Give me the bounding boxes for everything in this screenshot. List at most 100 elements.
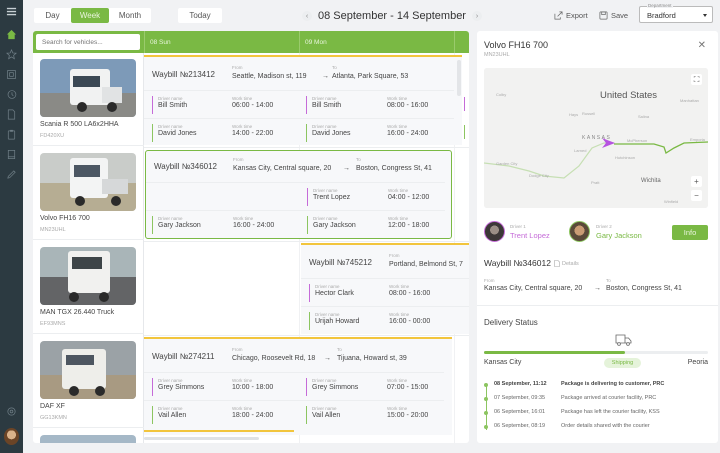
vehicle-item[interactable]: Volvo FH16 700 MN23UHL xyxy=(33,147,144,240)
timeline-event: 08 September, 11:12 Package is delivering… xyxy=(484,381,664,393)
next-week-button[interactable]: › xyxy=(471,11,482,21)
view-day-button[interactable]: Day xyxy=(45,11,60,20)
route-map[interactable]: United States KANSAS Colby Hays Russell … xyxy=(484,68,708,208)
waybill-card[interactable]: Waybill №745212 From Portland, Belmond S… xyxy=(301,243,469,334)
work-time: Work time 12:00 - 18:00 xyxy=(388,216,430,229)
map-country-label: United States xyxy=(600,90,657,101)
details-plate: MN23UHL xyxy=(484,52,510,58)
details-waybill-title: Waybill №346012 xyxy=(484,258,551,268)
book-icon[interactable] xyxy=(5,148,18,161)
timeline-event: 07 September, 09:35 Package arrived at co… xyxy=(484,395,656,407)
zoom-in-button[interactable]: + xyxy=(691,176,702,187)
driver-2-label: Driver 2 xyxy=(596,224,612,229)
waybill-card[interactable]: Waybill №213412 From Seattle, Madison st… xyxy=(144,55,462,145)
fullscreen-icon[interactable]: ⛶ xyxy=(691,74,702,85)
schedule-header: 08 Sun 09 Mon xyxy=(33,31,469,53)
vehicle-item[interactable] xyxy=(33,429,144,443)
to-value: Atlanta, Park Square, 53 xyxy=(332,73,409,80)
driver-1-slot: Driver name Grey Simmons xyxy=(306,378,358,396)
divider xyxy=(144,372,444,373)
driver-2-slot: Driver name Vail Allen xyxy=(306,406,340,424)
view-week-button[interactable]: Week xyxy=(71,8,109,23)
delivery-status-title: Delivery Status xyxy=(484,318,538,327)
settings-icon[interactable] xyxy=(5,405,18,418)
today-button[interactable]: Today xyxy=(178,8,222,23)
vehicle-plate: FD420XU xyxy=(40,133,65,139)
zoom-out-button[interactable]: − xyxy=(691,190,702,201)
department-select[interactable]: Department Bradford xyxy=(639,3,713,23)
driver-1-slot: Driver name Grey Simmons xyxy=(152,378,204,396)
toolbar: Day Week Month Today ‹ 08 September - 14… xyxy=(23,0,720,32)
prev-week-button[interactable]: ‹ xyxy=(302,11,312,21)
vehicle-plate: GG13KMN xyxy=(40,415,67,421)
home-icon[interactable] xyxy=(5,28,18,41)
details-link[interactable]: Details xyxy=(554,260,579,267)
driver-1-name[interactable]: Trent Lopez xyxy=(510,231,550,240)
star-icon[interactable] xyxy=(5,48,18,61)
svg-text:Winfield: Winfield xyxy=(664,199,678,204)
close-icon[interactable]: ✕ xyxy=(697,40,706,51)
timeline-grid: Waybill №213412 From Seattle, Madison st… xyxy=(144,53,469,443)
divider xyxy=(301,278,469,279)
chevron-down-icon xyxy=(703,14,707,17)
driver-2-slot: Driver name David Jones xyxy=(152,124,197,142)
day-header-next xyxy=(454,31,469,53)
progress-fill xyxy=(484,351,626,354)
day-header-sun: 08 Sun xyxy=(144,31,299,53)
user-avatar[interactable] xyxy=(4,428,19,445)
view-month-button[interactable]: Month xyxy=(118,11,142,20)
date-range-nav: ‹ 08 September - 14 September › xyxy=(302,7,482,25)
vehicle-photo xyxy=(40,247,136,305)
vehicle-name: MAN TGX 26.440 Truck xyxy=(40,309,115,316)
arrow-right-icon: → xyxy=(324,355,331,362)
column-divider xyxy=(299,53,300,443)
info-button[interactable]: Info xyxy=(672,225,708,240)
menu-icon[interactable] xyxy=(5,5,18,18)
divider xyxy=(477,305,718,306)
row-divider xyxy=(144,147,469,148)
work-time: Work time 04:00 - 12:00 xyxy=(388,188,430,201)
to-label: To xyxy=(337,347,342,352)
vehicle-item[interactable]: DAF XF GG13KMN xyxy=(33,335,144,428)
waybill-card-selected[interactable]: Waybill №346012 From Kansas City, Centra… xyxy=(145,150,452,239)
document-icon[interactable] xyxy=(5,108,18,121)
export-label: Export xyxy=(566,11,588,20)
pencil-icon[interactable] xyxy=(5,168,18,181)
truck-icon xyxy=(615,334,632,346)
svg-text:Dodge City: Dodge City xyxy=(529,173,549,178)
waybill-title: Waybill №346012 xyxy=(154,162,217,171)
clipboard-icon[interactable] xyxy=(5,128,18,141)
to-value: Tijuana, Howard st, 39 xyxy=(337,355,407,362)
svg-text:Russell: Russell xyxy=(582,111,595,116)
origin-city: Kansas City xyxy=(484,359,522,366)
driver-2-name[interactable]: Gary Jackson xyxy=(596,231,642,240)
svg-text:Salina: Salina xyxy=(638,114,650,119)
horizontal-scrollbar[interactable] xyxy=(144,437,259,440)
timeline-event: 06 September, 16:01 Package has left the … xyxy=(484,409,660,421)
from-value: Chicago, Roosevelt Rd, 18 xyxy=(232,355,316,362)
vehicle-item[interactable]: Scania R 500 LA6x2HHA FD420XU xyxy=(33,53,144,146)
svg-text:KANSAS: KANSAS xyxy=(582,135,611,141)
from-value: Kansas City, Central square, 20 xyxy=(233,165,332,172)
vehicle-item[interactable]: MAN TGX 26.440 Truck EF93MNS xyxy=(33,241,144,334)
driver-marker xyxy=(464,125,465,139)
waybill-card[interactable]: Waybill №274211 From Chicago, Roosevelt … xyxy=(144,337,452,435)
arrow-right-icon: → xyxy=(322,73,329,80)
timeline-line xyxy=(485,384,487,430)
to-value: Boston, Congress St, 41 xyxy=(356,165,432,172)
export-button[interactable]: Export xyxy=(554,8,588,23)
vertical-scrollbar[interactable] xyxy=(457,60,461,96)
svg-text:Hutchinson: Hutchinson xyxy=(615,155,635,160)
destination-city: Peoria xyxy=(687,359,708,366)
save-button[interactable]: Save xyxy=(599,8,628,23)
vehicle-plate: MN23UHL xyxy=(40,227,66,233)
work-time: Work time 18:00 - 24:00 xyxy=(232,406,274,419)
history-icon[interactable] xyxy=(5,88,18,101)
dashboard-icon[interactable] xyxy=(5,68,18,81)
svg-text:Wichita: Wichita xyxy=(641,178,661,184)
vehicle-photo xyxy=(40,435,136,443)
vehicle-search-input[interactable] xyxy=(36,34,140,50)
from-label: From xyxy=(232,65,243,70)
details-title: Volvo FH16 700 xyxy=(484,40,549,50)
vehicle-photo xyxy=(40,341,136,399)
